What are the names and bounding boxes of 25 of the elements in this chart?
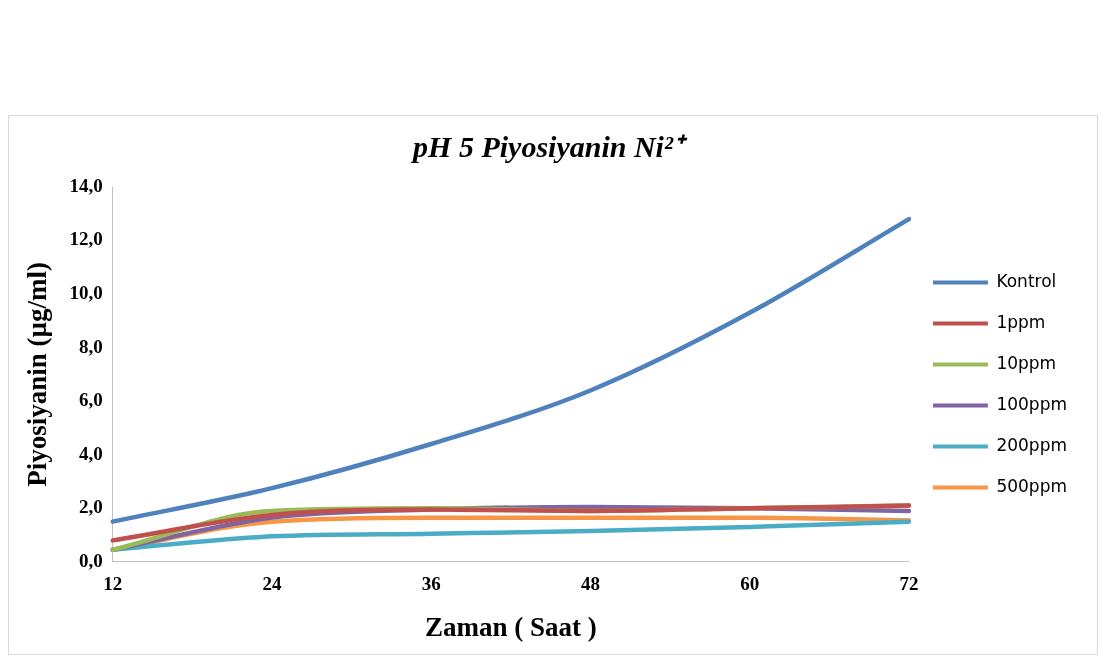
y-tick-label: 14,0: [69, 174, 103, 196]
y-axis-title: Piyosiyanin (µg/ml): [22, 261, 53, 487]
y-tick-label: 8,0: [78, 335, 103, 357]
legend-label: Kontrol: [996, 270, 1057, 291]
x-tick-label: 48: [580, 573, 600, 595]
legend-label: 500ppm: [996, 475, 1067, 496]
y-tick-label: 12,0: [69, 228, 103, 250]
y-tick-label: 6,0: [78, 389, 103, 411]
legend-label: 200ppm: [996, 434, 1067, 455]
y-tick-label: 10,0: [69, 281, 103, 303]
x-tick-label: 72: [899, 573, 919, 595]
y-tick-label: 0,0: [78, 549, 103, 571]
y-tick-label: 4,0: [78, 442, 103, 464]
x-tick-label: 60: [740, 573, 760, 595]
line-series: [110, 503, 912, 543]
x-axis-title: Zaman ( Saat ): [424, 611, 597, 642]
x-tick-label: 24: [262, 573, 282, 595]
line-series: [110, 216, 912, 524]
chart-title: pH 5 Piyosiyanin Ni²⁺: [410, 129, 688, 163]
y-tick-label: 2,0: [78, 496, 103, 518]
x-tick-label: 36: [421, 573, 441, 595]
x-tick-label: 12: [103, 573, 123, 595]
legend-label: 1ppm: [996, 311, 1046, 332]
legend-label: 10ppm: [996, 352, 1057, 373]
legend-label: 100ppm: [996, 393, 1067, 414]
